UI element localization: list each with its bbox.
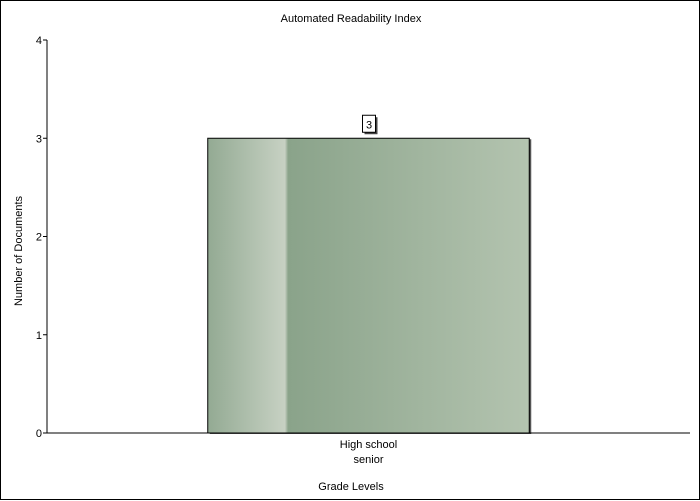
bar <box>207 137 530 434</box>
x-axis-label: Grade Levels <box>318 481 384 493</box>
y-tick-label: 4 <box>36 35 42 47</box>
data-label-box <box>362 114 376 133</box>
data-label: 3 <box>366 119 372 131</box>
chart-title: Automated Readability Index <box>281 13 422 25</box>
y-tick-label: 0 <box>36 428 42 440</box>
x-tick-label-line: senior <box>354 454 384 466</box>
y-axis-label: Number of Documents <box>13 195 25 306</box>
x-tick-label-line: High school <box>340 439 397 451</box>
y-axis-ticks: 0 1 2 3 4 <box>36 35 47 440</box>
y-tick-label: 3 <box>36 133 42 145</box>
x-axis-ticks: High school senior <box>340 439 397 466</box>
x-tick-label: High school senior <box>340 439 397 466</box>
y-tick-label: 2 <box>36 232 42 244</box>
y-tick-label: 1 <box>36 330 42 342</box>
bars-layer: 3 <box>207 114 532 434</box>
